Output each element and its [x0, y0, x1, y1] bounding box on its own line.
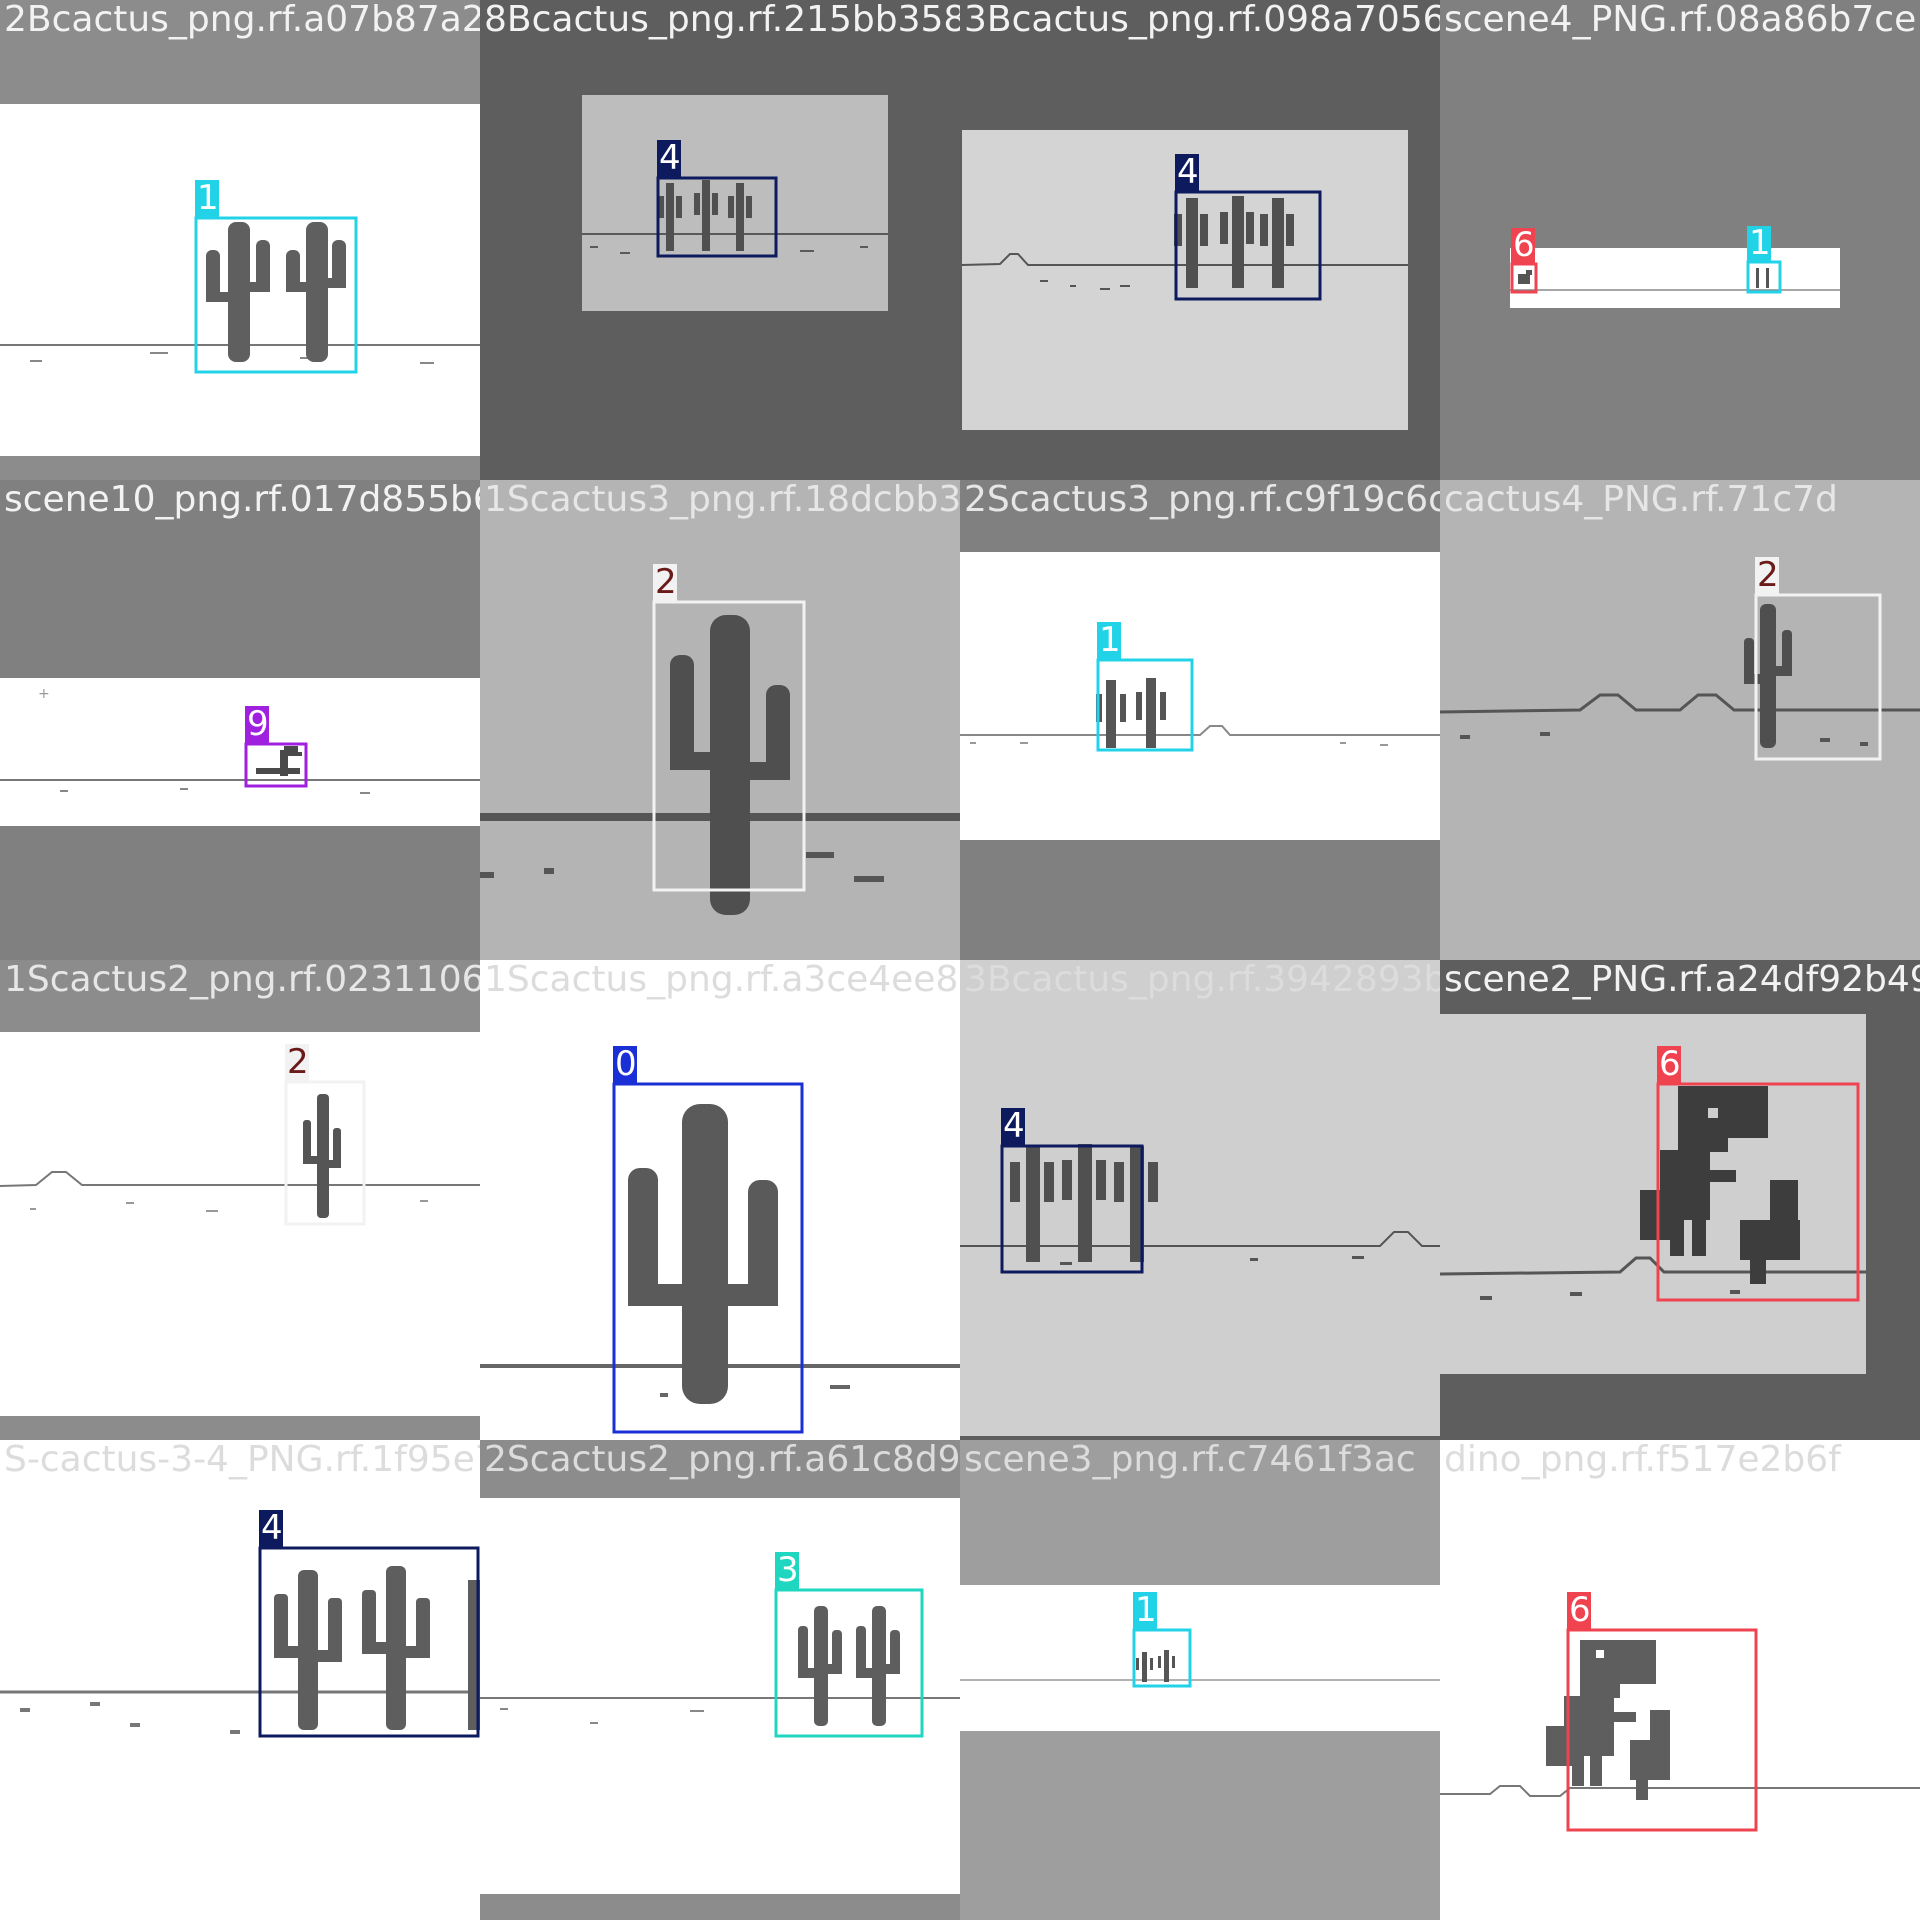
- class-label: 4: [261, 1508, 283, 1548]
- bbox: [244, 742, 308, 788]
- bbox: [1510, 262, 1538, 294]
- label-tag: 2: [285, 1042, 309, 1082]
- class-label: 1: [197, 178, 219, 218]
- bbox: [652, 600, 806, 892]
- tile-1-image: [0, 0, 480, 480]
- tile-7: 1 2Scactus3_png.rf.c9f19c6c3: [960, 480, 1440, 960]
- tile-3-image: [960, 0, 1440, 480]
- tile-2-image: [480, 0, 960, 480]
- label-tag: 4: [657, 138, 681, 178]
- tile-4: 6 1 scene4_PNG.rf.08a86b7ce: [1440, 0, 1920, 480]
- label-tag: 1: [1747, 223, 1771, 263]
- class-label: 2: [1757, 555, 1779, 595]
- class-label: 4: [1003, 1106, 1025, 1146]
- class-label: 0: [615, 1044, 637, 1084]
- bbox: [612, 1082, 804, 1434]
- bbox: [1174, 190, 1322, 301]
- bbox: [1656, 1082, 1860, 1302]
- tile-15: 1 scene3_png.rf.c7461f3ac: [960, 1440, 1440, 1920]
- tile-6-image: [480, 480, 960, 960]
- label-tag: 4: [259, 1508, 283, 1548]
- bbox: [284, 1080, 366, 1226]
- tile-3: 4 3Bcactus_png.rf.098a7056d1ef44e61e3ae7…: [960, 0, 1440, 480]
- class-label: 1: [1099, 620, 1121, 660]
- svg-text:+: +: [38, 686, 50, 702]
- tile-16: 6 dino_png.rf.f517e2b6f: [1440, 1440, 1920, 1920]
- tile-9: 2 1Scactus2_png.rf.0231106d: [0, 960, 480, 1440]
- tile-5: + 9 scene10_png.rf.017d855b61: [0, 480, 480, 960]
- class-label: 6: [1513, 225, 1535, 265]
- label-tag: 4: [1001, 1106, 1025, 1146]
- label-tag: 1: [1133, 1590, 1157, 1630]
- class-label: 4: [659, 138, 681, 178]
- class-label: 1: [1135, 1590, 1157, 1630]
- bbox: [258, 1546, 480, 1738]
- bbox: [774, 1588, 924, 1738]
- bbox: [1096, 658, 1194, 752]
- class-label: 6: [1659, 1044, 1681, 1084]
- label-tag: 1: [1097, 620, 1121, 660]
- tile-12: 6 scene2_PNG.rf.a24df92b49ea2: [1440, 960, 1920, 1440]
- class-label: 2: [655, 562, 677, 602]
- bbox: [656, 176, 778, 258]
- tile-11: 4 3Bcactus_png.rf.3942893b: [960, 960, 1440, 1440]
- tile-13: 4 S-cactus-3-4_PNG.rf.1f95e7: [0, 1440, 480, 1920]
- class-label: 2: [287, 1042, 309, 1082]
- tile-8: 2 cactus4_PNG.rf.71c7d: [1440, 480, 1920, 960]
- label-tag: 9: [245, 704, 269, 744]
- tile-14-image: [480, 1440, 960, 1920]
- label-tag: 2: [653, 562, 677, 602]
- label-tag: 6: [1511, 225, 1535, 265]
- tile-11-image: [960, 960, 1440, 1440]
- bbox: [1132, 1628, 1192, 1688]
- tile-2: 4 8Bcactus_png.rf.215bb358a274320b010399…: [480, 0, 960, 480]
- bbox: [1566, 1628, 1758, 1832]
- bbox: [1754, 593, 1882, 761]
- tile-5-image: +: [0, 480, 480, 960]
- tile-10-image: [480, 960, 960, 1440]
- label-tag: 3: [775, 1550, 799, 1590]
- label-tag: 2: [1755, 555, 1779, 595]
- tile-15-image: [960, 1440, 1440, 1920]
- class-label: 4: [1177, 152, 1199, 192]
- bbox: [194, 216, 358, 374]
- tile-8-image: [1440, 480, 1920, 960]
- bbox: [1746, 260, 1782, 294]
- class-label: 6: [1569, 1590, 1591, 1630]
- tile-6: 2 1Scactus3_png.rf.18dcbb350: [480, 480, 960, 960]
- label-tag: 6: [1657, 1044, 1681, 1084]
- label-tag: 1: [195, 178, 219, 218]
- tile-10: 0 1Scactus_png.rf.a3ce4ee8c43: [480, 960, 960, 1440]
- tile-1: 1 2Bcactus_png.rf.a07b87a25f88c2714f5709…: [0, 0, 480, 480]
- class-label: 1: [1749, 223, 1771, 263]
- bbox: [1000, 1144, 1144, 1274]
- tile-13-image: [0, 1440, 480, 1920]
- tile-14: 3 2Scactus2_png.rf.a61c8d9b: [480, 1440, 960, 1920]
- tile-7-image: [960, 480, 1440, 960]
- tile-16-image: [1440, 1440, 1920, 1920]
- label-tag: 0: [613, 1044, 637, 1084]
- label-tag: 4: [1175, 152, 1199, 192]
- tile-12-image: [1440, 960, 1920, 1440]
- class-label: 9: [247, 704, 269, 744]
- class-label: 3: [777, 1550, 799, 1590]
- label-tag: 6: [1567, 1590, 1591, 1630]
- tile-9-image: [0, 960, 480, 1440]
